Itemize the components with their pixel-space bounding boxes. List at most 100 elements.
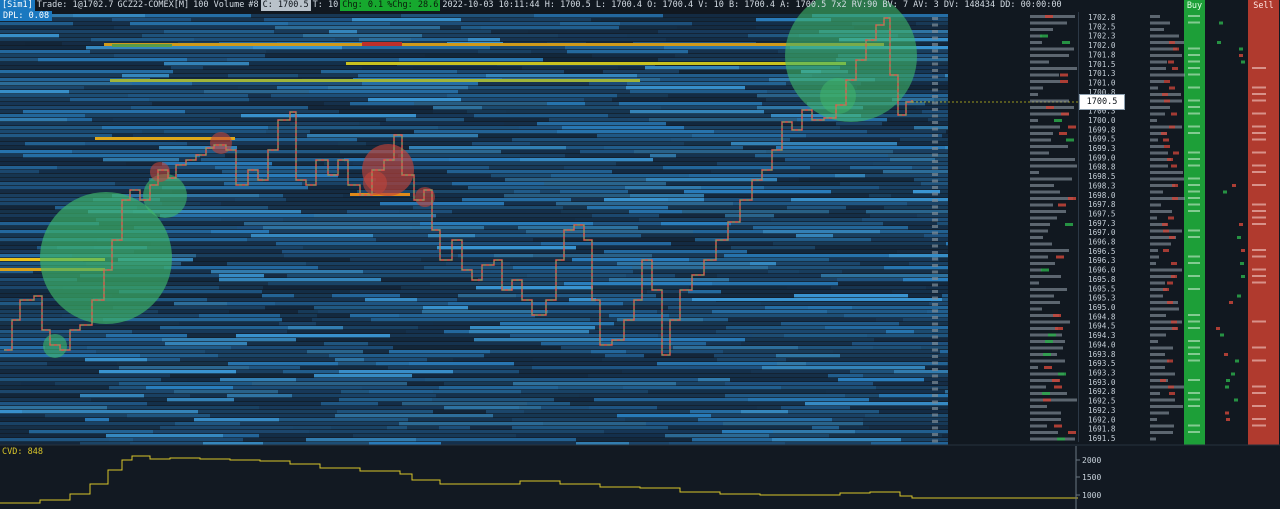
heat-band xyxy=(535,314,609,318)
heat-band xyxy=(946,242,948,246)
delta-mark xyxy=(1173,151,1179,155)
heat-band xyxy=(560,22,620,26)
delta-mark xyxy=(1160,379,1166,382)
heat-band xyxy=(227,190,357,194)
heat-band xyxy=(69,90,204,94)
heat-band xyxy=(269,230,350,234)
heat-band xyxy=(603,338,745,342)
heat-band xyxy=(112,134,133,138)
heat-band xyxy=(425,378,536,382)
level-count-mark xyxy=(932,394,938,397)
heat-band xyxy=(612,98,766,102)
bid-size-mark xyxy=(1030,99,1069,103)
ask-size-mark xyxy=(1150,281,1165,285)
heat-band xyxy=(339,398,432,402)
heat-band xyxy=(504,194,630,198)
heat-band xyxy=(493,414,617,418)
heat-band xyxy=(604,430,722,434)
heat-band xyxy=(630,90,767,94)
heat-band xyxy=(160,426,293,430)
heat-band xyxy=(748,398,869,402)
dpl-badge: DPL: 0.08 xyxy=(0,11,53,21)
heat-band xyxy=(174,302,227,306)
heat-band xyxy=(210,414,335,418)
heat-band xyxy=(541,242,671,246)
heat-band xyxy=(457,70,564,74)
ladder-price-label: 1700.3 xyxy=(1088,107,1115,116)
heat-band xyxy=(831,286,926,290)
heat-band xyxy=(162,338,296,342)
delta-mark xyxy=(1060,80,1068,83)
ladder-price-label: 1698.8 xyxy=(1088,163,1116,172)
symbol-text[interactable]: GCZ22-COMEX[M] xyxy=(117,0,190,10)
heat-band xyxy=(570,402,654,406)
ask-size-mark xyxy=(1150,379,1168,382)
delta-mark xyxy=(1224,353,1228,356)
ladder-price-label: 1698.5 xyxy=(1088,172,1115,181)
level-count-mark xyxy=(932,49,938,53)
heat-band xyxy=(439,250,604,254)
heat-band xyxy=(0,426,160,430)
heat-band xyxy=(634,150,766,154)
delta-mark xyxy=(1237,236,1241,239)
buy-level-mark xyxy=(1188,151,1200,154)
heat-band xyxy=(826,390,945,394)
ask-size-mark xyxy=(1150,268,1182,272)
heat-band xyxy=(925,366,948,370)
buy-column-header[interactable]: Buy xyxy=(1184,0,1205,12)
heat-band xyxy=(628,118,649,122)
heat-band xyxy=(842,270,948,274)
heat-band xyxy=(335,38,359,42)
heat-band xyxy=(837,278,903,282)
sell-column-header[interactable]: Sell xyxy=(1248,0,1279,12)
heat-band xyxy=(784,334,867,338)
heat-band xyxy=(712,310,827,314)
heat-band xyxy=(863,422,948,426)
ask-size-mark xyxy=(1150,54,1182,57)
heat-band xyxy=(534,14,663,18)
delta-mark xyxy=(1168,60,1174,64)
delta-mark xyxy=(1239,54,1243,57)
level-count-mark xyxy=(932,238,938,241)
heat-band xyxy=(399,210,452,214)
level-count-mark xyxy=(932,140,938,144)
level-count-mark xyxy=(932,329,938,332)
sell-level-mark xyxy=(1252,67,1266,69)
heat-band xyxy=(458,254,494,258)
heat-band xyxy=(668,426,812,430)
heat-band xyxy=(228,362,338,366)
liquidity-heatmap-bands xyxy=(0,14,948,446)
heat-band xyxy=(227,394,292,398)
heat-band xyxy=(619,102,762,106)
heat-band xyxy=(427,358,453,362)
heat-band xyxy=(892,98,934,102)
heat-band xyxy=(913,190,940,194)
heat-band xyxy=(467,110,506,114)
heat-band xyxy=(641,234,796,238)
ladder-price-label: 1701.8 xyxy=(1088,50,1116,59)
sim-account-badge[interactable]: [Sim1] xyxy=(0,0,35,11)
delta-mark xyxy=(1219,21,1223,25)
heat-band xyxy=(0,314,62,318)
delta-mark xyxy=(1045,340,1053,343)
delta-mark xyxy=(1169,392,1175,395)
heat-band xyxy=(362,66,413,70)
heat-band xyxy=(277,86,328,90)
heat-band xyxy=(827,310,927,314)
ladder-price-label: 1696.3 xyxy=(1088,256,1115,265)
ladder-price-label: 1697.0 xyxy=(1088,228,1116,237)
heat-band xyxy=(661,106,757,110)
heat-band xyxy=(520,154,565,158)
heat-band xyxy=(773,430,855,434)
ask-size-mark xyxy=(1150,164,1168,168)
heat-band xyxy=(0,206,55,210)
heat-band xyxy=(329,354,484,358)
heat-band xyxy=(161,378,187,382)
heat-band xyxy=(907,202,948,206)
heat-band xyxy=(869,194,891,198)
heat-band xyxy=(942,434,948,438)
heat-band xyxy=(547,102,585,106)
heat-band xyxy=(335,414,493,418)
heat-band xyxy=(322,406,444,410)
